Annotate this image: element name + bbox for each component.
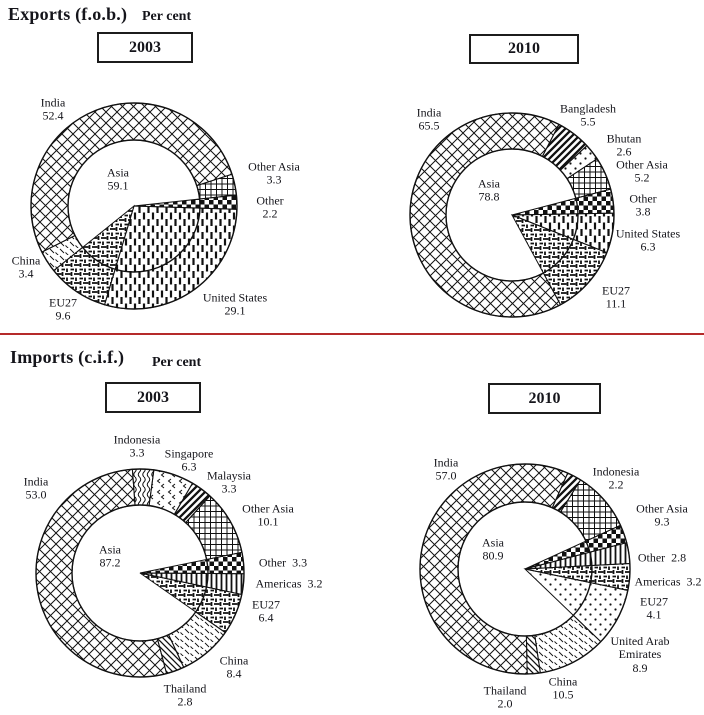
inner-circle-exports-2010 (445, 148, 579, 282)
label-united-states-exports-2003: United States 29.1 (202, 290, 268, 318)
label-americas-imports-2010: Americas 3.2 (634, 574, 702, 589)
year-box-exports-2003: 2003 (97, 32, 193, 63)
inner-circle-imports-2010 (457, 501, 593, 637)
label-asia-inner-imports-2003: Asia 87.2 (99, 542, 121, 570)
outer-circle-exports-2003 (30, 102, 238, 310)
label-other-exports-2003: Other 2.2 (256, 193, 284, 221)
label-other-asia-exports-2010: Other Asia 5.2 (616, 157, 668, 185)
label-india-imports-2003: India 53.0 (23, 474, 49, 502)
label-other-asia-imports-2003: Other Asia 10.1 (242, 501, 294, 529)
label-china-imports-2010: China 10.5 (548, 674, 578, 702)
label-china-exports-2003: China 3.4 (11, 253, 41, 281)
label-indonesia-imports-2003: Indonesia 3.3 (113, 432, 161, 460)
label-other-imports-2010: Other 2.8 (637, 550, 687, 565)
label-india-exports-2003: India 52.4 (40, 95, 66, 123)
label-asia-inner-imports-2010: Asia 80.9 (482, 535, 504, 563)
label-united-arab-emirates-imports-2010: United Arab Emirates 8.9 (610, 633, 670, 675)
label-eu27-imports-2010: EU27 4.1 (640, 594, 668, 622)
label-thailand-imports-2003: Thailand 2.8 (163, 681, 207, 709)
label-india-imports-2010: India 57.0 (433, 455, 459, 483)
year-box-imports-2003: 2003 (105, 382, 201, 413)
label-malaysia-imports-2003: Malaysia 3.3 (207, 468, 251, 496)
donut-chart-exports-2003 (30, 102, 238, 310)
inner-circle-imports-2003 (71, 504, 209, 642)
donut-chart-imports-2003 (35, 468, 245, 678)
label-eu27-imports-2003: EU27 6.4 (252, 597, 280, 625)
year-box-exports-2010: 2010 (469, 34, 579, 64)
label-eu27-exports-2010: EU27 11.1 (602, 283, 630, 311)
label-eu27-exports-2003: EU27 9.6 (49, 295, 77, 323)
label-other-asia-exports-2003: Other Asia 3.3 (248, 159, 300, 187)
section-title-imports: Imports (c.i.f.) (10, 347, 125, 367)
label-americas-imports-2003: Americas 3.2 (255, 576, 323, 591)
label-bangladesh-exports-2010: Bangladesh 5.5 (560, 101, 616, 129)
outer-circle-exports-2010 (409, 112, 615, 318)
outer-circle-imports-2010 (419, 463, 631, 675)
label-china-imports-2003: China 8.4 (219, 653, 249, 681)
inner-circle-exports-2003 (67, 139, 201, 273)
section-title-exports: Exports (f.o.b.) (8, 4, 128, 24)
label-indonesia-imports-2010: Indonesia 2.2 (592, 464, 640, 492)
label-other-exports-2010: Other 3.8 (629, 191, 657, 219)
label-asia-inner-exports-2003: Asia 59.1 (107, 165, 129, 193)
label-other-imports-2003: Other 3.3 (258, 555, 308, 570)
section-divider (0, 333, 704, 335)
year-box-imports-2010: 2010 (488, 383, 601, 414)
label-india-exports-2010: India 65.5 (416, 105, 442, 133)
outer-circle-imports-2003 (35, 468, 245, 678)
unit-label-exports: Per cent (142, 9, 192, 24)
label-other-asia-imports-2010: Other Asia 9.3 (636, 501, 688, 529)
donut-chart-imports-2010 (419, 463, 631, 675)
label-singapore-imports-2003: Singapore 6.3 (164, 446, 214, 474)
label-bhutan-exports-2010: Bhutan 2.6 (606, 131, 642, 159)
label-united-states-exports-2010: United States 6.3 (615, 226, 681, 254)
slice-other (511, 188, 615, 216)
label-asia-inner-exports-2010: Asia 78.8 (478, 176, 500, 204)
donut-chart-exports-2010 (409, 112, 615, 318)
label-thailand-imports-2010: Thailand 2.0 (483, 683, 527, 711)
slice-other (139, 551, 245, 575)
unit-label-imports: Per cent (152, 355, 202, 370)
